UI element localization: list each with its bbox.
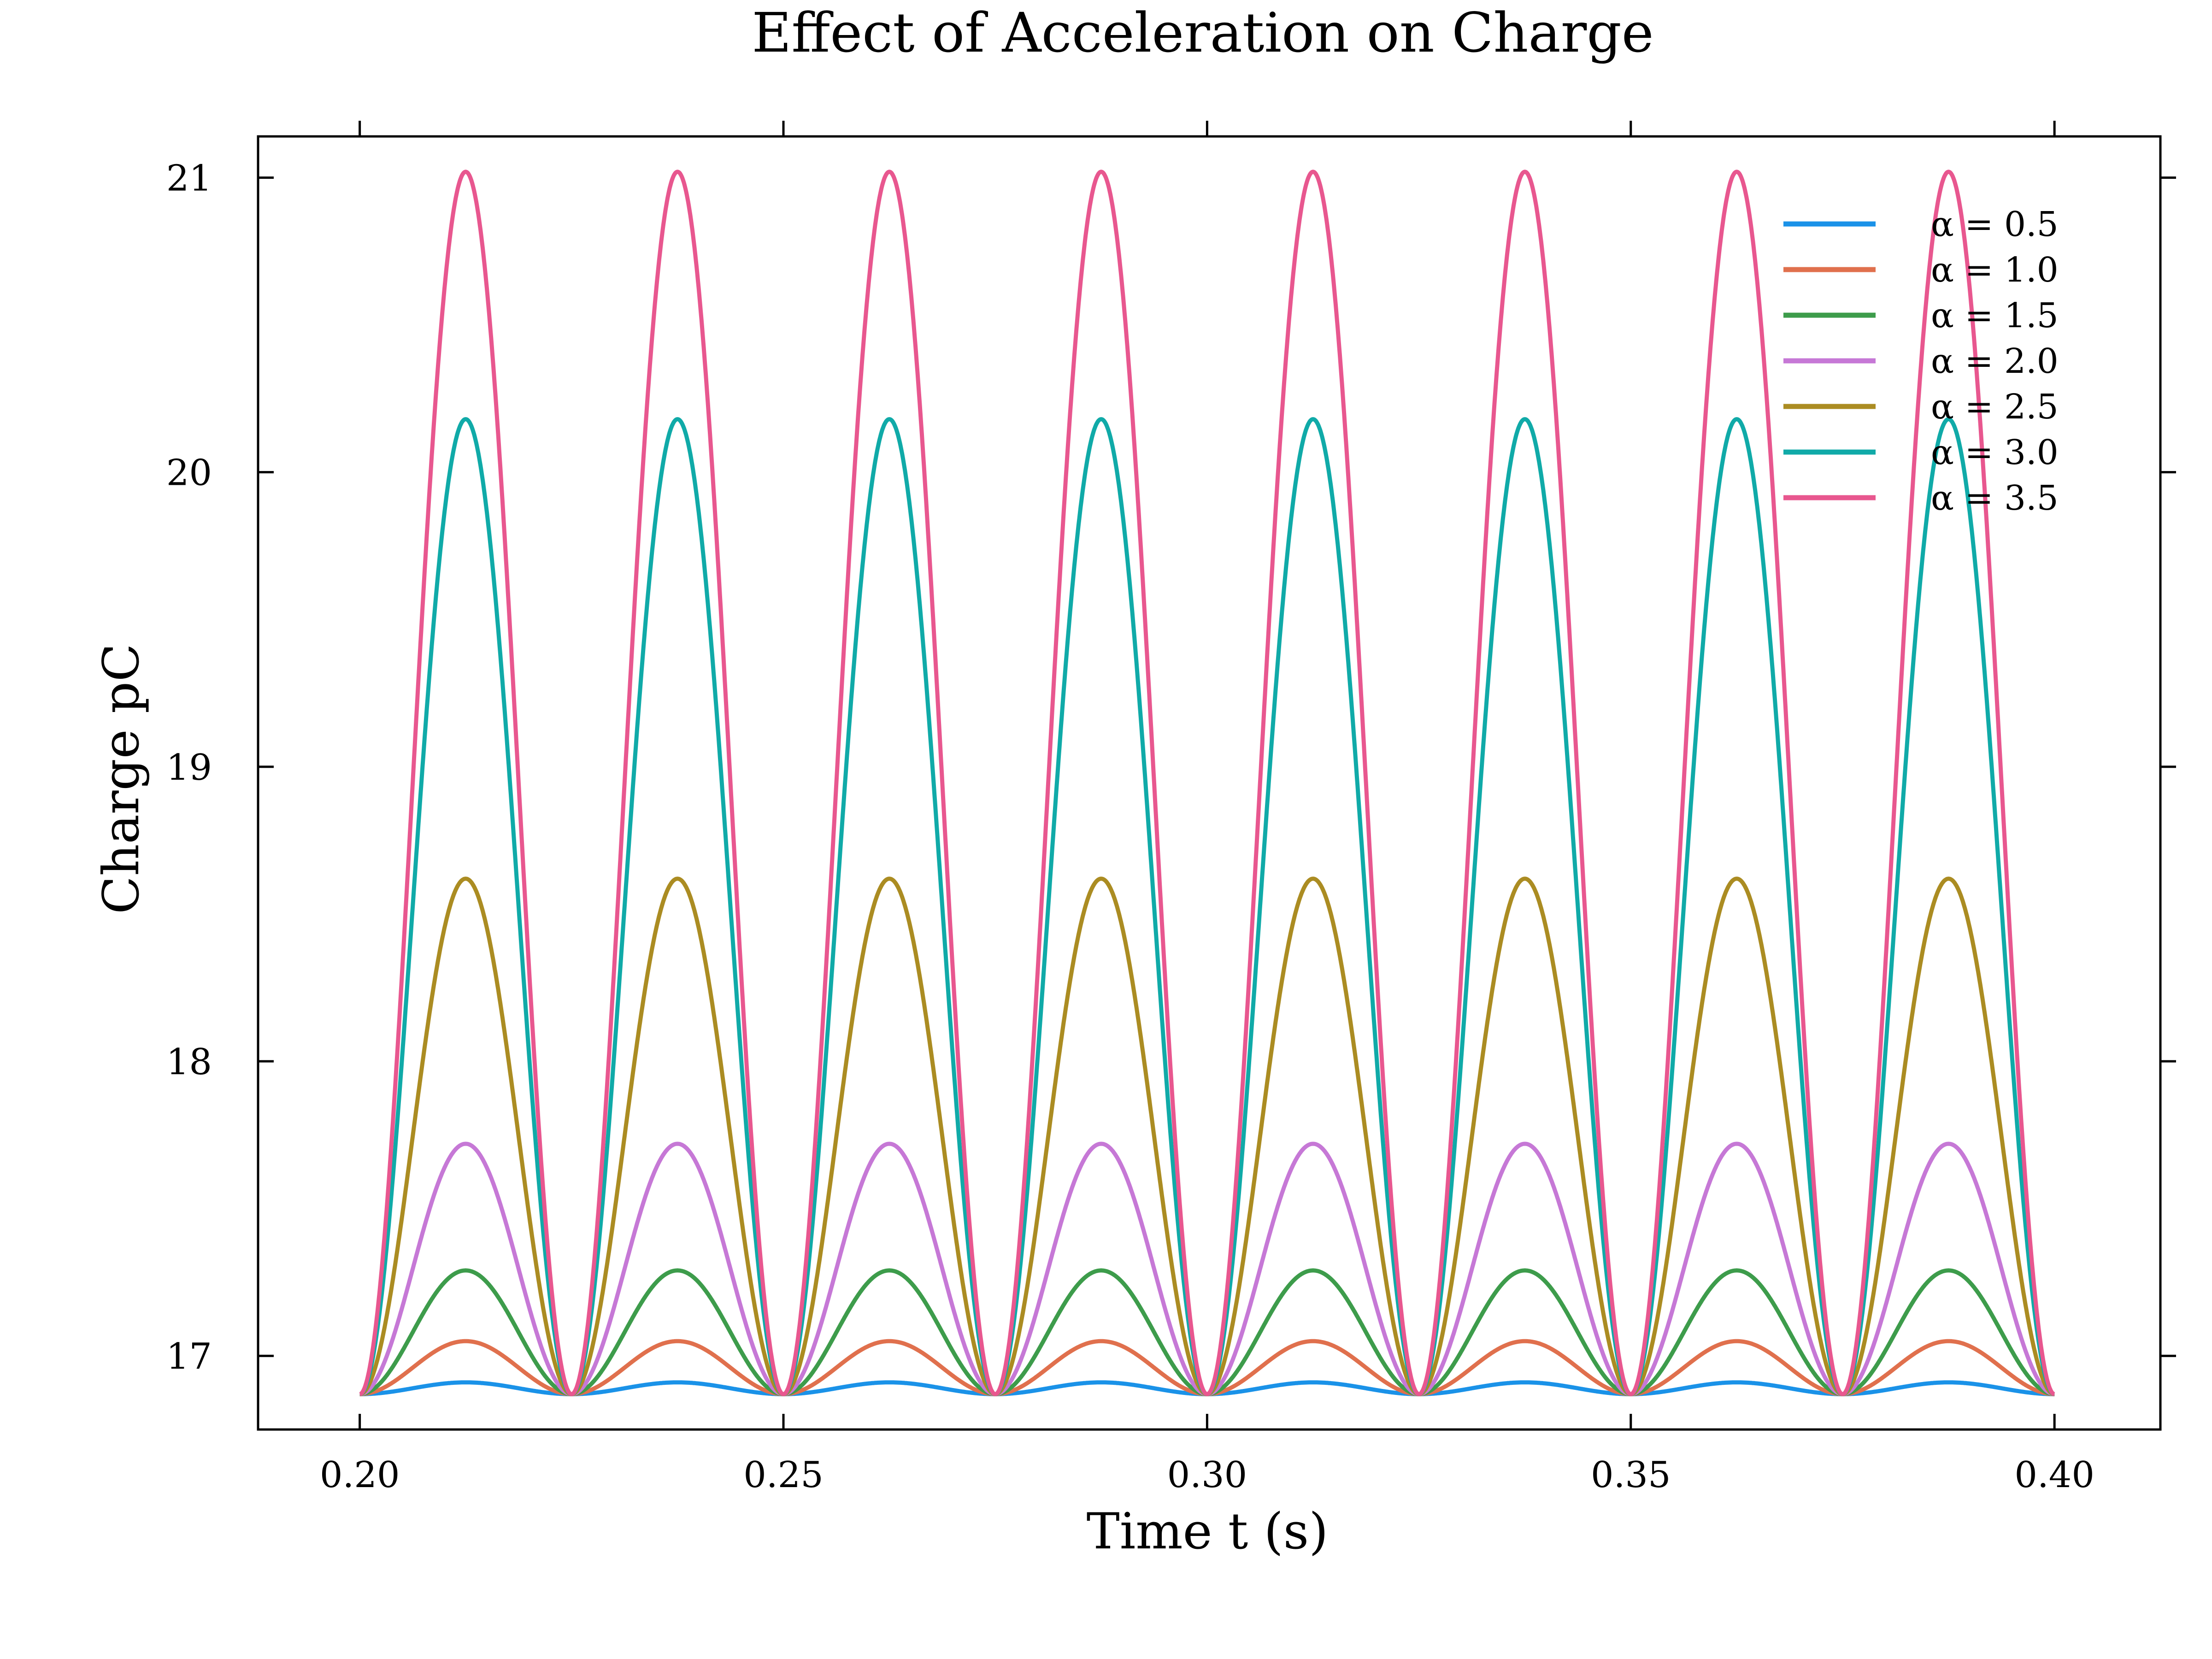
y-tick-label: 19	[166, 747, 212, 788]
legend-label-5: α = 2.5	[1931, 387, 2059, 427]
y-axis-label: Charge pC	[93, 643, 150, 914]
y-tick-label: 17	[166, 1336, 212, 1377]
chart-title: Effect of Acceleration on Charge	[752, 1, 1653, 65]
y-tick-label: 18	[166, 1041, 212, 1083]
x-tick-label: 0.40	[2014, 1454, 2094, 1496]
legend-label-3: α = 1.5	[1931, 296, 2059, 335]
legend: α = 0.5 α = 1.0 α = 1.5 α = 2.0 α = 2.5 α = 3…	[1783, 205, 2059, 518]
series-layer	[358, 170, 2056, 1396]
legend-label-7: α = 3.5	[1931, 478, 2059, 518]
legend-label-4: α = 2.0	[1931, 341, 2059, 381]
ticks-layer: 0.20 0.25 0.30 0.35 0.40 17 18 19 20 21	[166, 121, 2176, 1496]
x-tick-label: 0.25	[743, 1454, 824, 1496]
y-tick-label: 20	[166, 453, 212, 494]
x-axis-label: Time t (s)	[1087, 1503, 1329, 1560]
x-tick-label: 0.30	[1167, 1454, 1247, 1496]
legend-label-2: α = 1.0	[1931, 250, 2059, 290]
x-tick-label: 0.35	[1591, 1454, 1671, 1496]
plot-frame	[257, 135, 2162, 1431]
legend-label-1: α = 0.5	[1931, 205, 2059, 244]
x-tick-label: 0.20	[320, 1454, 400, 1496]
series-line-7	[358, 170, 2056, 1396]
y-tick-label: 21	[166, 158, 212, 199]
legend-label-6: α = 3.0	[1931, 433, 2059, 472]
